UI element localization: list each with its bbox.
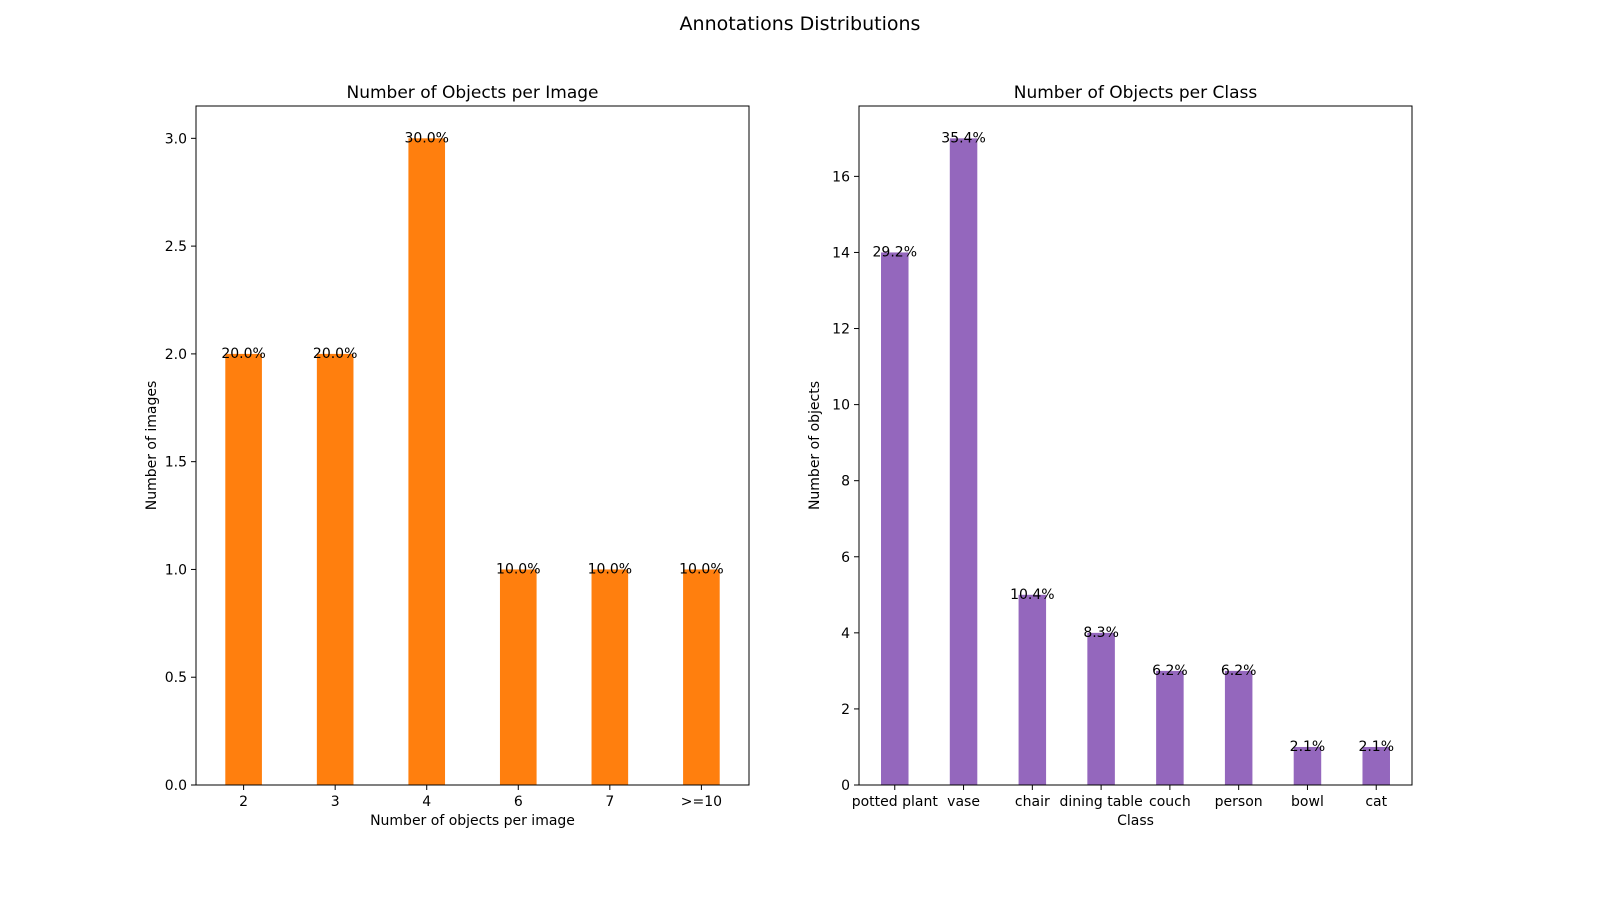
- x-tick-label: 2: [239, 794, 248, 810]
- bar--10: [683, 569, 720, 785]
- x-axis-label: Number of objects per image: [370, 813, 575, 829]
- y-tick-label: 3.0: [165, 131, 187, 147]
- data-label: 2.1%: [1290, 739, 1326, 755]
- data-label: 29.2%: [873, 244, 917, 260]
- x-tick-label: >=10: [681, 794, 722, 810]
- figure-title: Annotations Distributions: [679, 13, 921, 35]
- x-tick-label: 6: [514, 794, 523, 810]
- bar-chair: [1018, 594, 1047, 785]
- y-tick-label: 0.5: [165, 670, 187, 686]
- x-tick-label: dining table: [1060, 794, 1143, 810]
- x-tick-label: person: [1215, 794, 1263, 810]
- data-label: 10.4%: [1010, 587, 1054, 603]
- x-tick-label: chair: [1015, 794, 1050, 810]
- plot-area-0: 20.0% 20.0% 30.0% 10.0% 10.0% 10.0% 2 3 4 6 7 >=10 0…: [144, 83, 750, 829]
- data-label: 30.0%: [404, 130, 448, 146]
- data-label: 2.1%: [1358, 739, 1394, 755]
- y-axis-label: Number of objects: [807, 381, 823, 510]
- data-label: 6.2%: [1152, 663, 1188, 679]
- y-tick-label: 0: [841, 778, 850, 794]
- bar-person: [1224, 670, 1253, 785]
- bar-3: [316, 353, 354, 785]
- bar-4: [408, 138, 446, 786]
- data-label: 10.0%: [679, 561, 723, 577]
- y-tick-label: 2.5: [165, 239, 187, 255]
- bar-potted-plant: [881, 252, 909, 785]
- y-tick-label: 1.5: [165, 455, 187, 471]
- data-label: 20.0%: [313, 346, 357, 362]
- chart-title: Number of Objects per Class: [1014, 83, 1258, 103]
- x-tick-label: 7: [605, 794, 614, 810]
- x-tick-label: 3: [331, 794, 340, 810]
- y-tick-label: 4: [841, 626, 850, 642]
- bar-6: [499, 569, 537, 785]
- axes-frame: [858, 105, 1413, 786]
- y-tick-label: 12: [832, 322, 850, 338]
- bar-2: [225, 353, 262, 785]
- y-tick-label: 14: [832, 245, 850, 261]
- plot-area-1: 29.2% 35.4% 10.4% 8.3% 6.2% 6.2% 2.1% 2.1% potte…: [807, 83, 1413, 829]
- x-tick-label: bowl: [1291, 794, 1324, 810]
- data-label: 35.4%: [941, 130, 985, 146]
- bar-bowl: [1293, 746, 1322, 785]
- x-tick-label: cat: [1365, 794, 1387, 810]
- bar-vase: [949, 138, 978, 786]
- bar-cat: [1362, 746, 1390, 785]
- x-tick-label: vase: [947, 794, 980, 810]
- data-label: 6.2%: [1221, 663, 1257, 679]
- bar-dining-table: [1087, 632, 1115, 785]
- x-axis-label: Class: [1117, 813, 1154, 829]
- data-label: 10.0%: [588, 561, 632, 577]
- y-axis-label: Number of images: [144, 381, 160, 511]
- y-tick-label: 6: [841, 550, 850, 566]
- data-label: 20.0%: [221, 346, 265, 362]
- y-tick-label: 1.0: [165, 562, 187, 578]
- data-label: 10.0%: [496, 561, 540, 577]
- axes-frame: [195, 105, 750, 786]
- data-label: 8.3%: [1083, 625, 1119, 641]
- bar-7: [591, 569, 629, 785]
- x-tick-label: potted plant: [852, 794, 939, 810]
- chart-title: Number of Objects per Image: [347, 83, 599, 103]
- y-tick-label: 2.0: [165, 347, 187, 363]
- y-tick-label: 16: [832, 169, 850, 185]
- y-tick-label: 0.0: [165, 778, 187, 794]
- x-tick-label: couch: [1149, 794, 1191, 810]
- y-tick-label: 2: [841, 702, 850, 718]
- y-tick-label: 10: [832, 398, 850, 414]
- y-tick-label: 8: [841, 474, 850, 490]
- x-tick-label: 4: [422, 794, 431, 810]
- bar-couch: [1156, 670, 1184, 785]
